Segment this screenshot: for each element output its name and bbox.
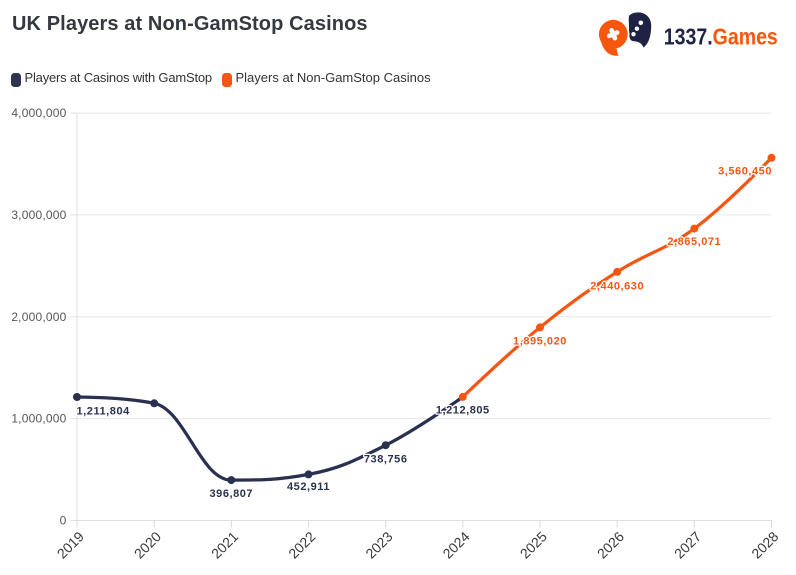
- svg-text:2025: 2025: [517, 528, 550, 561]
- svg-text:3,000,000: 3,000,000: [11, 208, 66, 222]
- svg-text:2,000,000: 2,000,000: [11, 310, 66, 324]
- svg-text:2024: 2024: [439, 528, 472, 561]
- svg-text:1,211,804: 1,211,804: [77, 406, 131, 418]
- svg-text:2023: 2023: [362, 528, 395, 561]
- svg-text:2,440,630: 2,440,630: [590, 280, 644, 292]
- svg-text:2022: 2022: [285, 528, 318, 561]
- svg-text:4,000,000: 4,000,000: [11, 106, 66, 120]
- svg-text:2026: 2026: [594, 528, 627, 561]
- svg-text:738,756: 738,756: [364, 453, 408, 465]
- svg-text:1,000,000: 1,000,000: [11, 412, 66, 426]
- svg-text:0: 0: [60, 514, 67, 528]
- svg-text:1,895,020: 1,895,020: [513, 336, 567, 348]
- svg-text:1337.Games: 1337.Games: [664, 24, 778, 50]
- svg-text:2028: 2028: [748, 528, 781, 561]
- svg-text:2019: 2019: [54, 528, 87, 561]
- svg-text:2020: 2020: [131, 528, 164, 561]
- svg-text:452,911: 452,911: [287, 481, 330, 493]
- svg-text:396,807: 396,807: [209, 488, 253, 500]
- svg-text:1,212,805: 1,212,805: [436, 405, 490, 417]
- svg-text:2021: 2021: [208, 528, 241, 561]
- svg-text:3,560,450: 3,560,450: [718, 166, 772, 178]
- svg-text:2,865,071: 2,865,071: [667, 236, 721, 248]
- svg-text:2027: 2027: [671, 528, 704, 561]
